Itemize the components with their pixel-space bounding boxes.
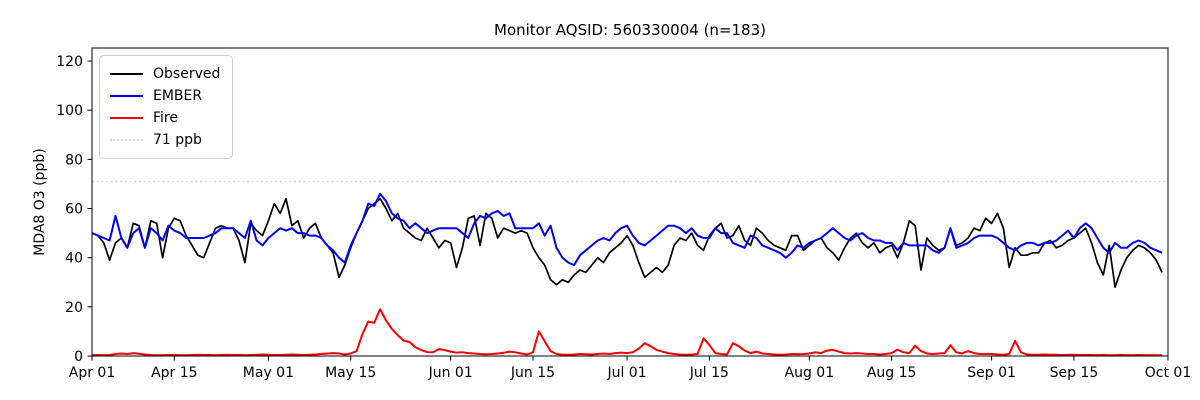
legend-label-threshold: 71 ppb <box>153 132 202 148</box>
y-tick-label: 20 <box>65 300 83 316</box>
series-fire <box>91 308 1163 357</box>
legend-item-fire: Fire <box>110 107 220 129</box>
y-tick-label: 80 <box>65 152 83 168</box>
y-axis-label: MDA8 O3 (ppb) <box>32 148 48 256</box>
series-observed <box>91 197 1163 289</box>
x-tick-label: Apr 15 <box>151 365 197 381</box>
y-tick-label: 0 <box>74 349 83 365</box>
legend-line-sample-fire <box>110 117 143 119</box>
chart-title: Monitor AQSID: 560330004 (n=183) <box>494 21 766 39</box>
x-tick-label: May 15 <box>325 365 376 381</box>
legend-label-fire: Fire <box>153 110 178 126</box>
y-tick-label: 60 <box>65 202 83 218</box>
legend-label-observed: Observed <box>153 66 221 82</box>
legend-line-sample-ember <box>110 95 143 97</box>
x-tick-label: Oct 01 <box>1145 365 1191 381</box>
legend-line-sample-observed <box>110 73 143 75</box>
y-tick-label: 40 <box>65 251 83 267</box>
legend-item-observed: Observed <box>110 63 220 85</box>
plot-border <box>91 47 1169 357</box>
x-tick-label: Jul 15 <box>689 365 729 381</box>
legend-item-threshold: 71 ppb <box>110 129 220 151</box>
x-tick-label: Sep 01 <box>967 365 1016 381</box>
series-ember <box>91 192 1163 267</box>
x-tick-label: Sep 15 <box>1050 365 1099 381</box>
x-tick-label: May 01 <box>243 365 294 381</box>
x-tick-label: Jun 15 <box>510 365 555 381</box>
legend-label-ember: EMBER <box>153 88 203 104</box>
x-tick-label: Aug 15 <box>867 365 917 381</box>
x-tick-label: Apr 01 <box>69 365 115 381</box>
legend-item-ember: EMBER <box>110 85 220 107</box>
y-tick-label: 120 <box>56 54 83 70</box>
x-tick-label: Jun 01 <box>428 365 473 381</box>
y-tick-label: 100 <box>56 103 83 119</box>
legend: Observed EMBER Fire 71 ppb <box>99 55 234 159</box>
x-tick-label: Jul 01 <box>606 365 646 381</box>
legend-line-sample-threshold <box>110 139 143 141</box>
x-tick-label: Aug 01 <box>785 365 835 381</box>
